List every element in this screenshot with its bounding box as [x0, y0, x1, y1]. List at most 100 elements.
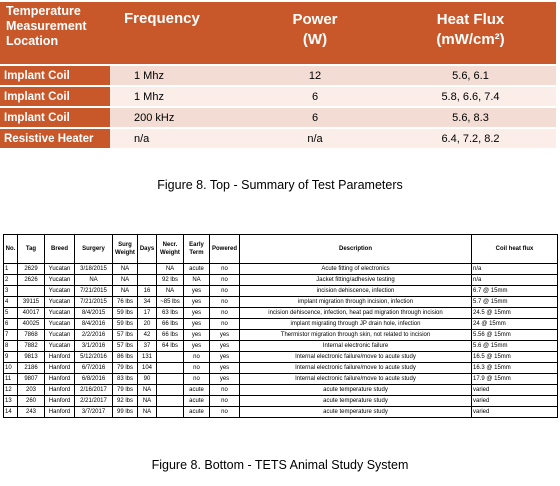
study-row: 6 40025 Yucatan 8/4/2016 59 lbs 20 66 lbs yes no…: [3, 318, 558, 330]
column-header: Powered: [209, 234, 240, 264]
table-cell: Hanford: [44, 362, 75, 374]
table-cell: acute temperature study: [239, 384, 472, 396]
column-header: No.: [3, 234, 18, 264]
table-cell: Yucatan: [44, 274, 75, 286]
table-cell: no: [209, 318, 240, 330]
row-location: Implant Coil: [0, 87, 110, 106]
table-cell: [17, 285, 45, 297]
table-cell: 2186: [17, 362, 45, 374]
parameter-row: Implant Coil 1 Mhz 6 5.8, 6.6, 7.4: [0, 87, 556, 106]
animal-study-table: No. Tag Breed Surgery Surg Weight Days Necr. W…: [3, 234, 558, 418]
table-cell: 8/4/2015: [74, 307, 113, 319]
header-heat-flux-line: Heat Flux: [436, 11, 505, 28]
table-cell: no: [183, 373, 210, 385]
table-cell: 3/1/2016: [74, 340, 113, 352]
table-cell: 203: [17, 384, 45, 396]
table-cell: 2/2/2016: [74, 329, 113, 341]
table-cell: Hanford: [44, 373, 75, 385]
table-cell: 3: [3, 285, 18, 297]
bottom-table-header-row: No. Tag Breed Surgery Surg Weight Days Necr. W…: [3, 234, 558, 264]
header-location-line: Measurement: [6, 19, 87, 33]
table-cell: 92 lbs: [156, 274, 184, 286]
row-power: 12: [245, 66, 385, 85]
header-power: Power (W): [245, 2, 385, 64]
row-frequency: 1 Mhz: [110, 87, 245, 106]
parameter-row: Resistive Heater n/a n/a 6.4, 7.2, 8.2: [0, 129, 556, 148]
table-cell: no: [209, 307, 240, 319]
table-cell: 66 lbs: [156, 329, 184, 341]
table-cell: NA: [156, 263, 184, 275]
table-cell: 57 lbs: [112, 340, 138, 352]
table-cell: 8/4/2016: [74, 318, 113, 330]
table-cell: 39115: [17, 296, 45, 308]
table-cell: no: [209, 395, 240, 407]
parameter-row: Implant Coil 1 Mhz 12 5.6, 6.1: [0, 66, 556, 85]
table-cell: 57 lbs: [112, 329, 138, 341]
table-cell: 6/7/2016: [74, 362, 113, 374]
study-row: 14 243 Hanford 3/7/2017 99 lbs NA acute no acute…: [3, 406, 558, 418]
table-cell: Yucatan: [44, 263, 75, 275]
table-cell: [156, 406, 184, 418]
study-row: 5 40017 Yucatan 8/4/2015 59 lbs 17 63 lbs yes no…: [3, 307, 558, 319]
table-cell: incision dehiscence, infection, heat pad…: [239, 307, 472, 319]
table-cell: 83 lbs: [112, 373, 138, 385]
row-location: Implant Coil: [0, 108, 110, 127]
table-cell: 131: [137, 351, 157, 363]
table-cell: 5.6 @ 15mm: [471, 340, 558, 352]
table-cell: [137, 274, 157, 286]
row-heat-flux: 6.4, 7.2, 8.2: [385, 129, 556, 148]
row-frequency: 200 kHz: [110, 108, 245, 127]
table-cell: 2: [3, 274, 18, 286]
table-cell: 3/7/2017: [74, 406, 113, 418]
table-cell: NA: [137, 395, 157, 407]
table-cell: 92 lbs: [112, 395, 138, 407]
table-cell: 59 lbs: [112, 318, 138, 330]
column-header: Coil heat flux: [471, 234, 558, 264]
table-cell: implant migration through incision, infe…: [239, 296, 472, 308]
top-table-body: Implant Coil 1 Mhz 12 5.6, 6.1 Implant Coil 1…: [0, 66, 556, 148]
table-cell: 79 lbs: [112, 362, 138, 374]
parameter-row: Implant Coil 200 kHz 6 5.6, 8.3: [0, 108, 556, 127]
header-heat-flux: Heat Flux (mW/cm²): [385, 2, 556, 64]
table-cell: Internal electronic failure/move to acut…: [239, 351, 472, 363]
header-location: Temperature Measurement Location: [0, 2, 110, 64]
table-cell: 24 @ 15mm: [471, 318, 558, 330]
table-cell: [156, 384, 184, 396]
column-header: Tag: [17, 234, 45, 264]
table-cell: 17: [137, 307, 157, 319]
table-cell: 12: [3, 384, 18, 396]
row-heat-flux: 5.8, 6.6, 7.4: [385, 87, 556, 106]
table-cell: 9: [3, 351, 18, 363]
table-cell: acute: [183, 406, 210, 418]
table-cell: varied: [471, 395, 558, 407]
table-cell: 5.56 @ 15mm: [471, 329, 558, 341]
header-location-line: Location: [6, 34, 59, 48]
table-cell: 64 lbs: [156, 340, 184, 352]
table-cell: 20: [137, 318, 157, 330]
table-cell: Yucatan: [44, 285, 75, 297]
table-cell: 7: [3, 329, 18, 341]
table-cell: 63 lbs: [156, 307, 184, 319]
table-cell: Hanford: [44, 395, 75, 407]
table-cell: no: [183, 351, 210, 363]
table-cell: 42: [137, 329, 157, 341]
table-cell: [137, 263, 157, 275]
table-cell: 16.3 @ 15mm: [471, 362, 558, 374]
table-cell: Acute fitting of electronics: [239, 263, 472, 275]
table-cell: incision dehiscence, infection: [239, 285, 472, 297]
table-cell: Yucatan: [44, 329, 75, 341]
table-cell: no: [209, 384, 240, 396]
table-cell: 104: [137, 362, 157, 374]
study-row: 12 203 Hanford 2/16/2017 79 lbs NA acute no acut…: [3, 384, 558, 396]
table-cell: acute: [183, 395, 210, 407]
table-cell: no: [209, 263, 240, 275]
row-location: Implant Coil: [0, 66, 110, 85]
table-cell: no: [209, 285, 240, 297]
table-cell: [156, 362, 184, 374]
table-cell: 6/8/2016: [74, 373, 113, 385]
table-cell: 6.7 @ 15mm: [471, 285, 558, 297]
study-row: 1 2629 Yucatan 3/18/2015 NA NA acute no Acute fi…: [3, 263, 558, 275]
table-cell: Internal electronic failure: [239, 340, 472, 352]
table-cell: 2/21/2017: [74, 395, 113, 407]
table-cell: Yucatan: [44, 307, 75, 319]
